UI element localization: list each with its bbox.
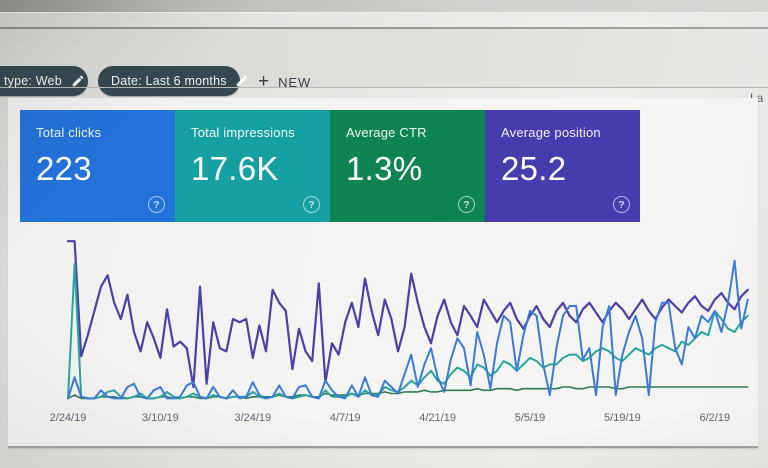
- card-value: 25.2: [501, 150, 567, 187]
- edit-icon[interactable]: [71, 74, 85, 88]
- date-range-chip-label: Date: Last 6 months: [111, 74, 227, 88]
- series-ctr: [67, 386, 749, 400]
- average-ctr-card[interactable]: Average CTR 1.3% ?: [330, 110, 485, 222]
- date-range-chip[interactable]: Date: Last 6 months: [98, 66, 247, 96]
- card-value: 223: [36, 150, 92, 187]
- series-clicks: [67, 259, 749, 400]
- card-label: Total clicks: [36, 125, 102, 140]
- search-type-chip[interactable]: type: Web: [0, 66, 88, 96]
- top-bezel-strip: [0, 0, 768, 13]
- x-axis-tick: 4/21/19: [419, 412, 456, 424]
- x-axis-tick: 5/19/19: [604, 412, 641, 424]
- window-groove-line: [0, 27, 768, 29]
- total-impressions-card[interactable]: Total impressions 17.6K ?: [175, 110, 330, 222]
- toolbar-divider: [0, 87, 768, 88]
- series-position: [66, 240, 749, 389]
- total-clicks-card[interactable]: Total clicks 223 ?: [20, 110, 175, 222]
- card-label: Total impressions: [191, 125, 295, 140]
- search-type-chip-label: type: Web: [4, 74, 62, 88]
- filter-toolbar: type: Web Date: Last 6 months + NEW La: [0, 29, 768, 105]
- x-axis-tick: 4/7/19: [329, 412, 361, 424]
- performance-chart[interactable]: [8, 230, 758, 410]
- help-icon[interactable]: ?: [303, 196, 320, 213]
- card-label: Average CTR: [346, 125, 427, 140]
- series-impressions: [67, 262, 749, 400]
- card-value: 17.6K: [191, 150, 279, 187]
- x-axis-tick: 2/24/19: [49, 412, 87, 424]
- help-icon[interactable]: ?: [148, 196, 165, 213]
- plus-icon: +: [258, 71, 270, 92]
- average-position-card[interactable]: Average position 25.2 ?: [485, 110, 640, 222]
- x-axis-tick: 6/2/19: [699, 412, 731, 424]
- x-axis-tick: 3/10/19: [142, 412, 179, 424]
- help-icon[interactable]: ?: [613, 196, 630, 213]
- edit-icon[interactable]: [235, 74, 249, 88]
- new-filter-label: NEW: [278, 74, 312, 90]
- x-axis-tick: 5/5/19: [514, 412, 546, 424]
- x-axis-tick: 3/24/19: [234, 412, 272, 424]
- help-icon[interactable]: ?: [458, 196, 475, 213]
- card-value: 1.3%: [346, 150, 423, 187]
- performance-panel: Total clicks 223 ? Total impressions 17.…: [8, 98, 758, 448]
- card-label: Average position: [501, 125, 601, 140]
- new-filter-button[interactable]: + NEW: [258, 71, 311, 93]
